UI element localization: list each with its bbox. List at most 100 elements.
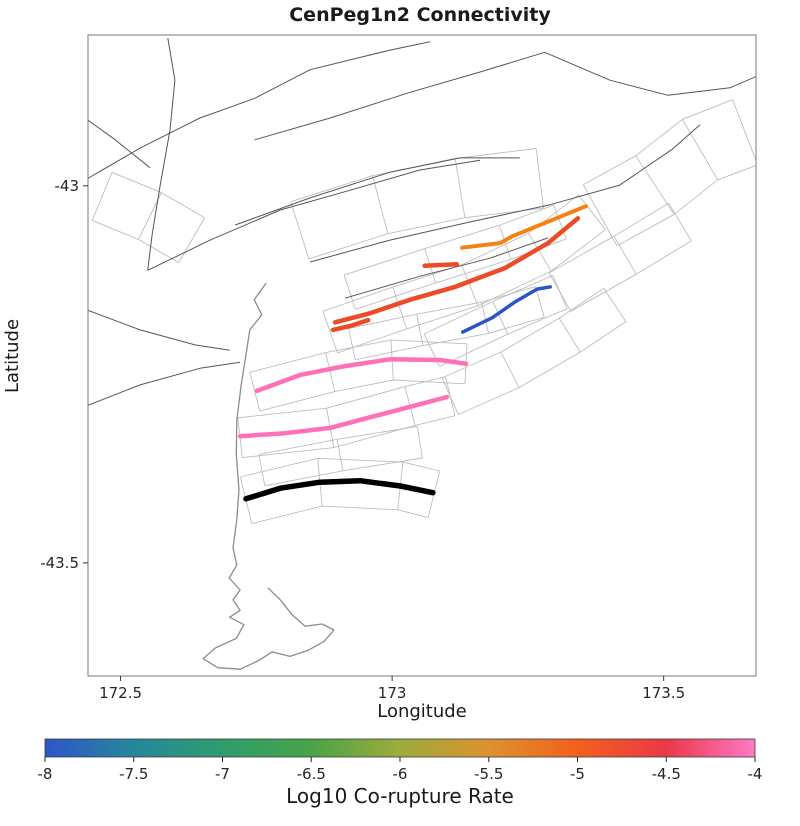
pink-fault-line <box>254 357 469 394</box>
fault-trace <box>344 237 549 299</box>
subsection-strip-rung <box>500 351 520 388</box>
fault-trace <box>147 37 176 271</box>
subsection-strip-rung <box>553 204 567 240</box>
subsection-strip-rung <box>348 328 356 360</box>
colorbar-tick-label: -5.5 <box>474 765 503 783</box>
subsection-strip-edge <box>308 207 544 260</box>
subsection-strip-rung <box>322 311 338 354</box>
subsection-strip-rung <box>441 377 459 415</box>
subsection-strip-edge <box>442 288 604 379</box>
subsection-strip-rung <box>290 201 310 260</box>
fault-trace <box>147 159 481 271</box>
subsection-strip-rung <box>392 286 408 329</box>
subsection-strip-rung <box>480 302 490 334</box>
subsection-strip-rung <box>178 217 206 263</box>
fault-trace <box>88 41 431 179</box>
map-area <box>88 37 756 670</box>
subsection-strip-rung <box>603 288 627 322</box>
subsection-strip-edge <box>570 240 692 312</box>
fault-trace <box>544 51 756 96</box>
orange-fault-line <box>460 204 588 250</box>
coastline <box>202 282 335 670</box>
subsection-strip-rung <box>528 233 552 272</box>
fault-trace <box>88 309 230 351</box>
red-fault-line <box>332 216 581 325</box>
subsection-strip-rung <box>416 314 424 346</box>
x-tick-label: 173 <box>378 684 407 702</box>
colorbar-tick-label: -4 <box>748 765 763 783</box>
subsection-strip-edge <box>258 425 418 455</box>
fault-trace <box>88 361 241 406</box>
colorbar-tick-label: -8 <box>38 765 53 783</box>
subsection-strip-edge <box>237 376 446 419</box>
subsection-strip-rung <box>258 454 266 486</box>
fault-trace <box>88 119 151 169</box>
colorbar-tick-label: -6.5 <box>297 765 326 783</box>
chart-title: CenPeg1n2 Connectivity <box>289 4 551 26</box>
pink-fault-line <box>237 394 450 439</box>
subsection-strip-edge <box>548 202 669 274</box>
subsection-strip-edge <box>355 316 545 361</box>
fault-trace <box>309 124 701 263</box>
red-fault-line <box>422 262 460 269</box>
y-tick-label: -43 <box>55 177 80 195</box>
colorbar-tick-label: -5 <box>570 765 585 783</box>
y-axis-label: Latitude <box>2 319 23 393</box>
subsection-strip-edge <box>458 321 627 415</box>
colorbar-tick-label: -6 <box>393 765 408 783</box>
fault-trace <box>254 51 545 141</box>
x-tick-label: 173.5 <box>642 684 685 702</box>
colorbar-tick-label: -7 <box>215 765 230 783</box>
colorbar: -8 -7.5 -7 -6.5 -6 -5.5 -5 -4.5 -4 Log10 Co-rupt… <box>38 738 763 808</box>
fault-trace <box>235 157 520 226</box>
colorbar-ticks: -8 -7.5 -7 -6.5 -6 -5.5 -5 -4.5 -4 <box>38 757 763 783</box>
subsection-strip-rung <box>582 184 618 247</box>
y-tick-label: -43.5 <box>40 554 79 572</box>
subsection-strip-edge <box>616 165 756 247</box>
black-fault-line <box>243 477 436 502</box>
subsection-strip-rung <box>635 155 675 215</box>
subsection-strip-rung <box>668 202 692 242</box>
subsection-strip-rung <box>454 158 466 218</box>
subsection-strip-edge <box>259 379 466 412</box>
subsection-strip-edge <box>240 457 440 478</box>
subsection-strip-rung <box>249 372 261 412</box>
colorbar-label: Log10 Co-rupture Rate <box>286 784 514 808</box>
subsection-strip-rung <box>578 194 606 230</box>
subsection-strip-edge <box>264 457 423 487</box>
plot-frame <box>87 34 757 677</box>
subsection-strip-edge <box>423 275 553 335</box>
subsection-strip-rung <box>613 235 637 275</box>
subsection-strip-edge <box>251 505 429 525</box>
subsection-strip-edge <box>111 171 205 218</box>
x-axis-label: Longitude <box>377 701 467 722</box>
subsection-strip-edge <box>348 286 536 329</box>
subsection-strip-edge <box>583 99 733 185</box>
colorbar-tick-label: -7.5 <box>119 765 148 783</box>
subsection-strip-rung <box>548 272 572 312</box>
subsection-strip-edge <box>242 415 456 459</box>
subsection-strip-edge <box>322 194 579 312</box>
red-fault-line <box>330 317 371 333</box>
subsection-strip-edge <box>249 339 468 373</box>
subsection-strip-rung <box>325 352 336 392</box>
y-axis-ticks: -43 -43.5 <box>40 177 88 572</box>
subsection-strip-rung <box>336 439 344 471</box>
subsection-strip-rung <box>535 148 544 209</box>
blue-fault-line <box>460 285 552 334</box>
x-axis-ticks: 172.5 173 173.5 <box>99 676 685 702</box>
subsection-strip-rung <box>461 264 479 306</box>
x-tick-label: 172.5 <box>99 684 142 702</box>
subsection-strip-edge <box>344 204 554 276</box>
subsection-strip-rung <box>343 274 356 310</box>
subsection-strip-rung <box>681 119 719 181</box>
subsection-strip-edge <box>290 148 537 203</box>
subsection-strip-rung <box>558 317 581 353</box>
colorbar-gradient <box>44 738 756 758</box>
colorbar-tick-label: -4.5 <box>652 765 681 783</box>
subsection-strip-edge <box>92 219 179 263</box>
subsection-strip-rung <box>416 426 423 459</box>
subsection-strip-rung <box>91 172 113 221</box>
